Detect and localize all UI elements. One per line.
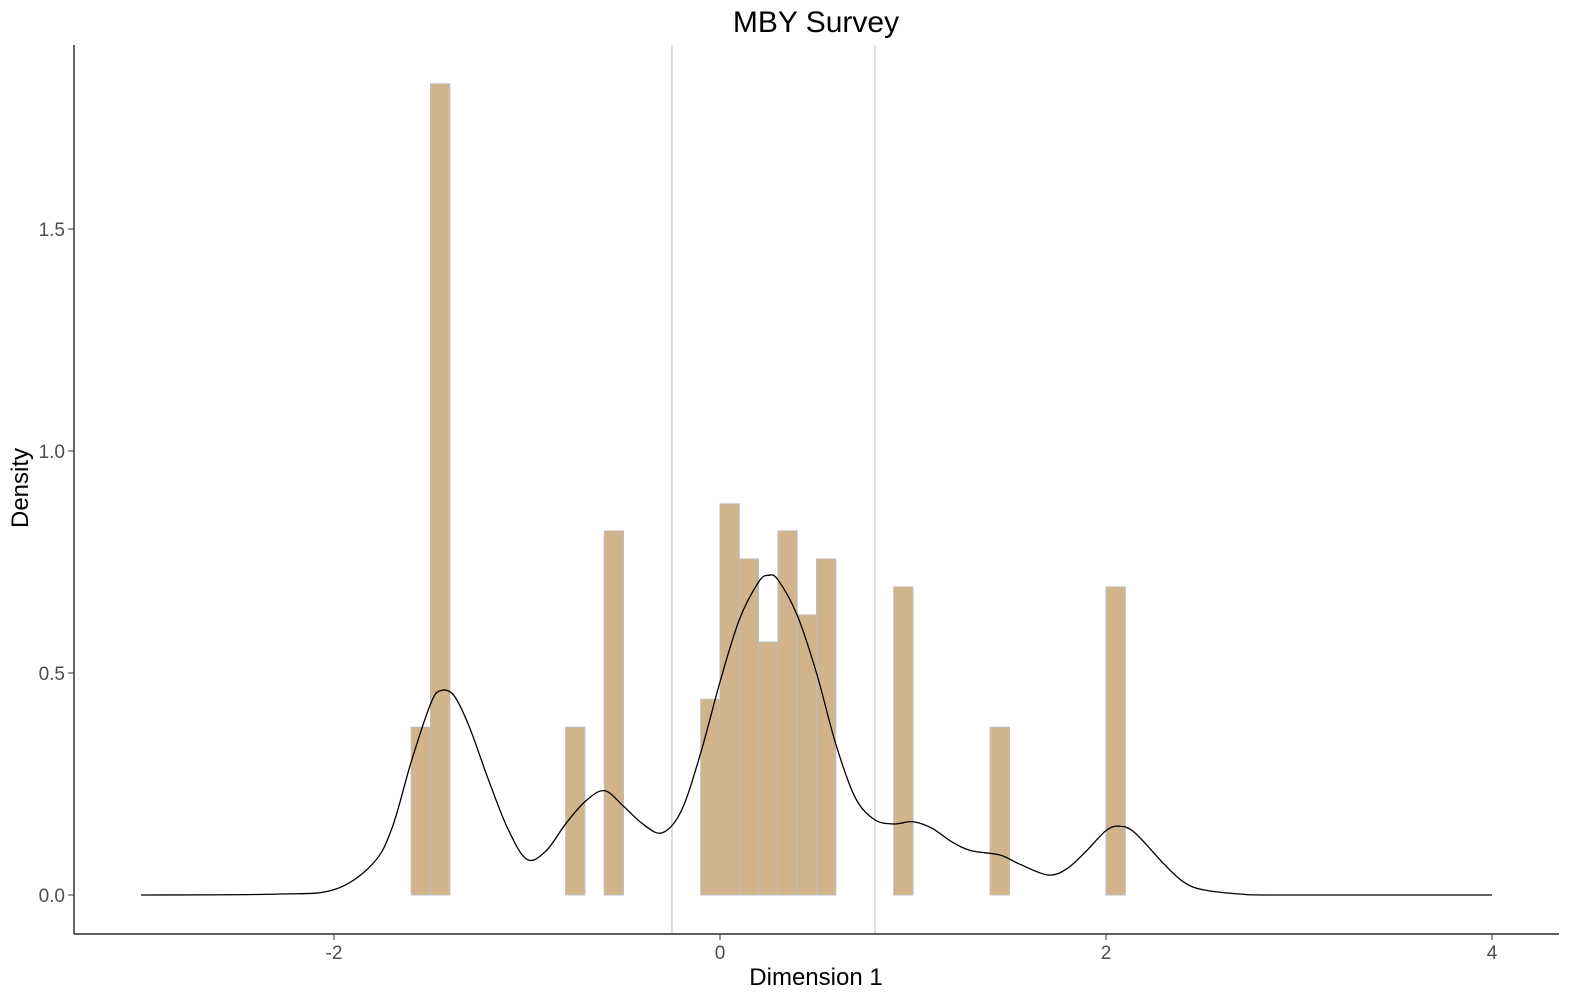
x-axis-ticks: -2 0 2 4 (326, 934, 1498, 964)
histogram-bar (430, 83, 451, 896)
y-tick-label: 0.5 (39, 664, 65, 685)
histogram-bar (758, 641, 779, 896)
reference-lines (671, 45, 876, 934)
y-axis-title: Density (7, 448, 34, 528)
histogram-bar (700, 698, 721, 896)
histogram-bar (719, 503, 740, 896)
histogram-bar (893, 586, 914, 896)
x-axis-title: Dimension 1 (749, 964, 882, 991)
histogram-bar (989, 726, 1011, 896)
density-curve (140, 574, 1492, 896)
x-tick-label: 0 (715, 943, 726, 964)
histogram-bars (410, 83, 1126, 896)
y-tick-label: 1.0 (39, 442, 65, 463)
x-tick-label: -2 (326, 943, 343, 964)
histogram-bar (777, 530, 798, 896)
histogram-bar (603, 530, 625, 896)
y-tick-label: 0.0 (39, 886, 65, 907)
y-axis-ticks: 0.0 0.5 1.0 1.5 (39, 220, 74, 907)
y-tick-label: 1.5 (39, 220, 65, 241)
x-tick-label: 4 (1487, 943, 1498, 964)
histogram-bar (1105, 586, 1126, 896)
histogram-bar (796, 614, 818, 896)
histogram-bar (816, 558, 837, 896)
histogram-bar (738, 558, 760, 896)
chart-title: MBY Survey (733, 6, 899, 39)
x-tick-label: 2 (1101, 943, 1112, 964)
